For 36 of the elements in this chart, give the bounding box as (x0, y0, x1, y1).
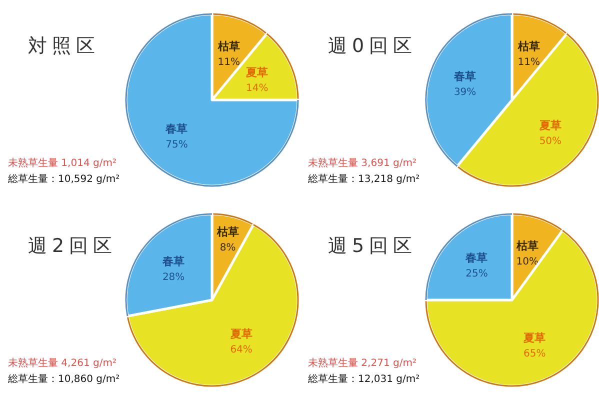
slice-label: 春草 (164, 122, 188, 136)
data-label: 65% (524, 348, 546, 360)
slice-label: 夏草 (538, 118, 562, 132)
slice-label: 枯草 (516, 40, 540, 54)
slice-label: 春草 (464, 252, 488, 265)
data-label: 28% (162, 272, 185, 284)
slice-label: 春草 (162, 255, 185, 268)
text: 未熟草生量 3,691 g/m² (308, 157, 416, 169)
text: 週0回区 (328, 35, 418, 57)
data-label: 64% (230, 344, 252, 356)
data-label: 10% (516, 256, 539, 268)
data-label: 50% (539, 136, 562, 147)
text: 週2回区 (28, 235, 118, 257)
text: 未熟草生量 2,271 g/m² (308, 357, 416, 369)
slice-label: 枯草 (216, 40, 240, 54)
data-label: 11% (218, 57, 240, 68)
data-label: 8% (220, 242, 236, 254)
text: 総草生量：10,860 g/m² (7, 373, 120, 385)
text: 未熟草生量 1,014 g/m² (8, 157, 116, 169)
slice-label: 春草 (453, 70, 476, 84)
slice-label: 夏草 (229, 327, 252, 340)
slice-label: 枯草 (515, 240, 538, 253)
data-label: 39% (454, 87, 476, 98)
text: 総草生量：12,031 g/m² (307, 373, 420, 385)
slice-label: 夏草 (245, 66, 268, 79)
text: 総草生量：10,592 g/m² (7, 173, 120, 185)
text: 総草生量：13,218 g/m² (307, 173, 420, 185)
data-label: 25% (466, 268, 488, 280)
text: 対照区 (28, 35, 100, 57)
text: 未熟草生量 4,261 g/m² (8, 357, 116, 369)
data-label: 14% (246, 82, 268, 94)
slice-label: 夏草 (522, 331, 546, 344)
data-label: 11% (518, 57, 540, 68)
data-label: 75% (166, 139, 188, 150)
text: 週5回区 (328, 235, 418, 257)
slice-label: 枯草 (216, 225, 239, 238)
